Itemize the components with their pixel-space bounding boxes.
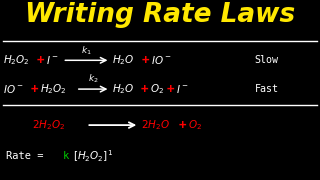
- Text: $[H_2O_2]^1$: $[H_2O_2]^1$: [73, 148, 113, 163]
- Text: +: +: [30, 83, 38, 96]
- Text: $I^-$: $I^-$: [176, 83, 188, 95]
- Text: k: k: [62, 151, 69, 161]
- Text: +: +: [141, 83, 148, 96]
- Text: Slow: Slow: [254, 55, 278, 65]
- Text: $k_2$: $k_2$: [88, 73, 99, 86]
- Text: $H_2O$: $H_2O$: [112, 82, 134, 96]
- Text: +: +: [37, 54, 44, 67]
- Text: $2H_2O$: $2H_2O$: [141, 118, 170, 132]
- Text: $2H_2O_2$: $2H_2O_2$: [32, 118, 65, 132]
- Text: Rate =: Rate =: [6, 151, 50, 161]
- Text: $H_2O$: $H_2O$: [112, 53, 134, 67]
- Text: $H_2O_2$: $H_2O_2$: [3, 53, 30, 67]
- Text: Fast: Fast: [254, 84, 278, 94]
- Text: $IO^-$: $IO^-$: [3, 83, 24, 95]
- Text: $k_1$: $k_1$: [81, 44, 92, 57]
- Text: Writing Rate Laws: Writing Rate Laws: [25, 2, 295, 28]
- Text: $I^-$: $I^-$: [46, 54, 59, 66]
- Text: +: +: [179, 119, 186, 132]
- Text: $O_2$: $O_2$: [188, 118, 202, 132]
- Text: +: +: [166, 83, 174, 96]
- Text: +: +: [142, 54, 149, 67]
- Text: $H_2O_2$: $H_2O_2$: [40, 82, 67, 96]
- Text: $IO^-$: $IO^-$: [151, 54, 172, 66]
- Text: $O_2$: $O_2$: [150, 82, 164, 96]
